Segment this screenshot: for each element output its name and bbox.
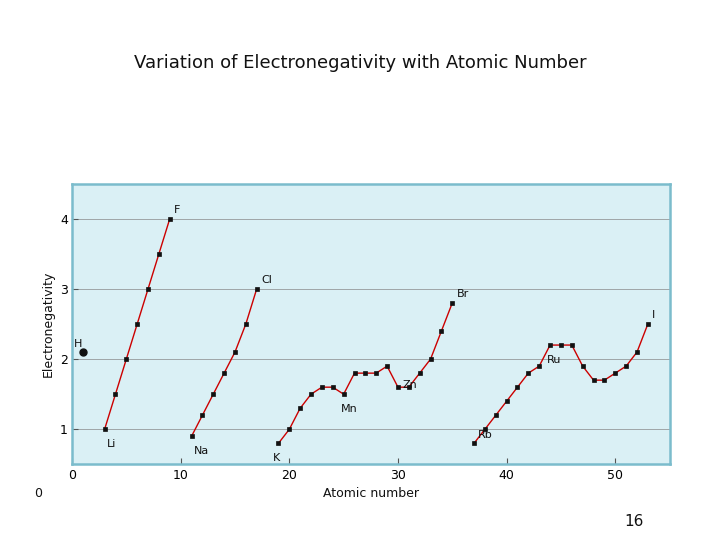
Text: Mn: Mn: [341, 404, 357, 414]
Text: 16: 16: [624, 514, 643, 529]
Text: F: F: [174, 205, 181, 215]
Text: K: K: [273, 453, 280, 463]
Text: H: H: [74, 339, 83, 349]
Text: 0: 0: [34, 487, 42, 500]
X-axis label: Atomic number: Atomic number: [323, 487, 419, 500]
Text: Variation of Electronegativity with Atomic Number: Variation of Electronegativity with Atom…: [134, 54, 586, 72]
Text: Cl: Cl: [261, 275, 272, 285]
Text: I: I: [652, 310, 655, 321]
Text: Li: Li: [107, 439, 116, 449]
Text: Zn: Zn: [402, 380, 417, 390]
Y-axis label: Electronegativity: Electronegativity: [42, 271, 55, 377]
Text: Na: Na: [194, 446, 209, 456]
Text: Ru: Ru: [546, 355, 561, 365]
Text: Rb: Rb: [478, 430, 493, 440]
Text: Br: Br: [456, 289, 469, 299]
